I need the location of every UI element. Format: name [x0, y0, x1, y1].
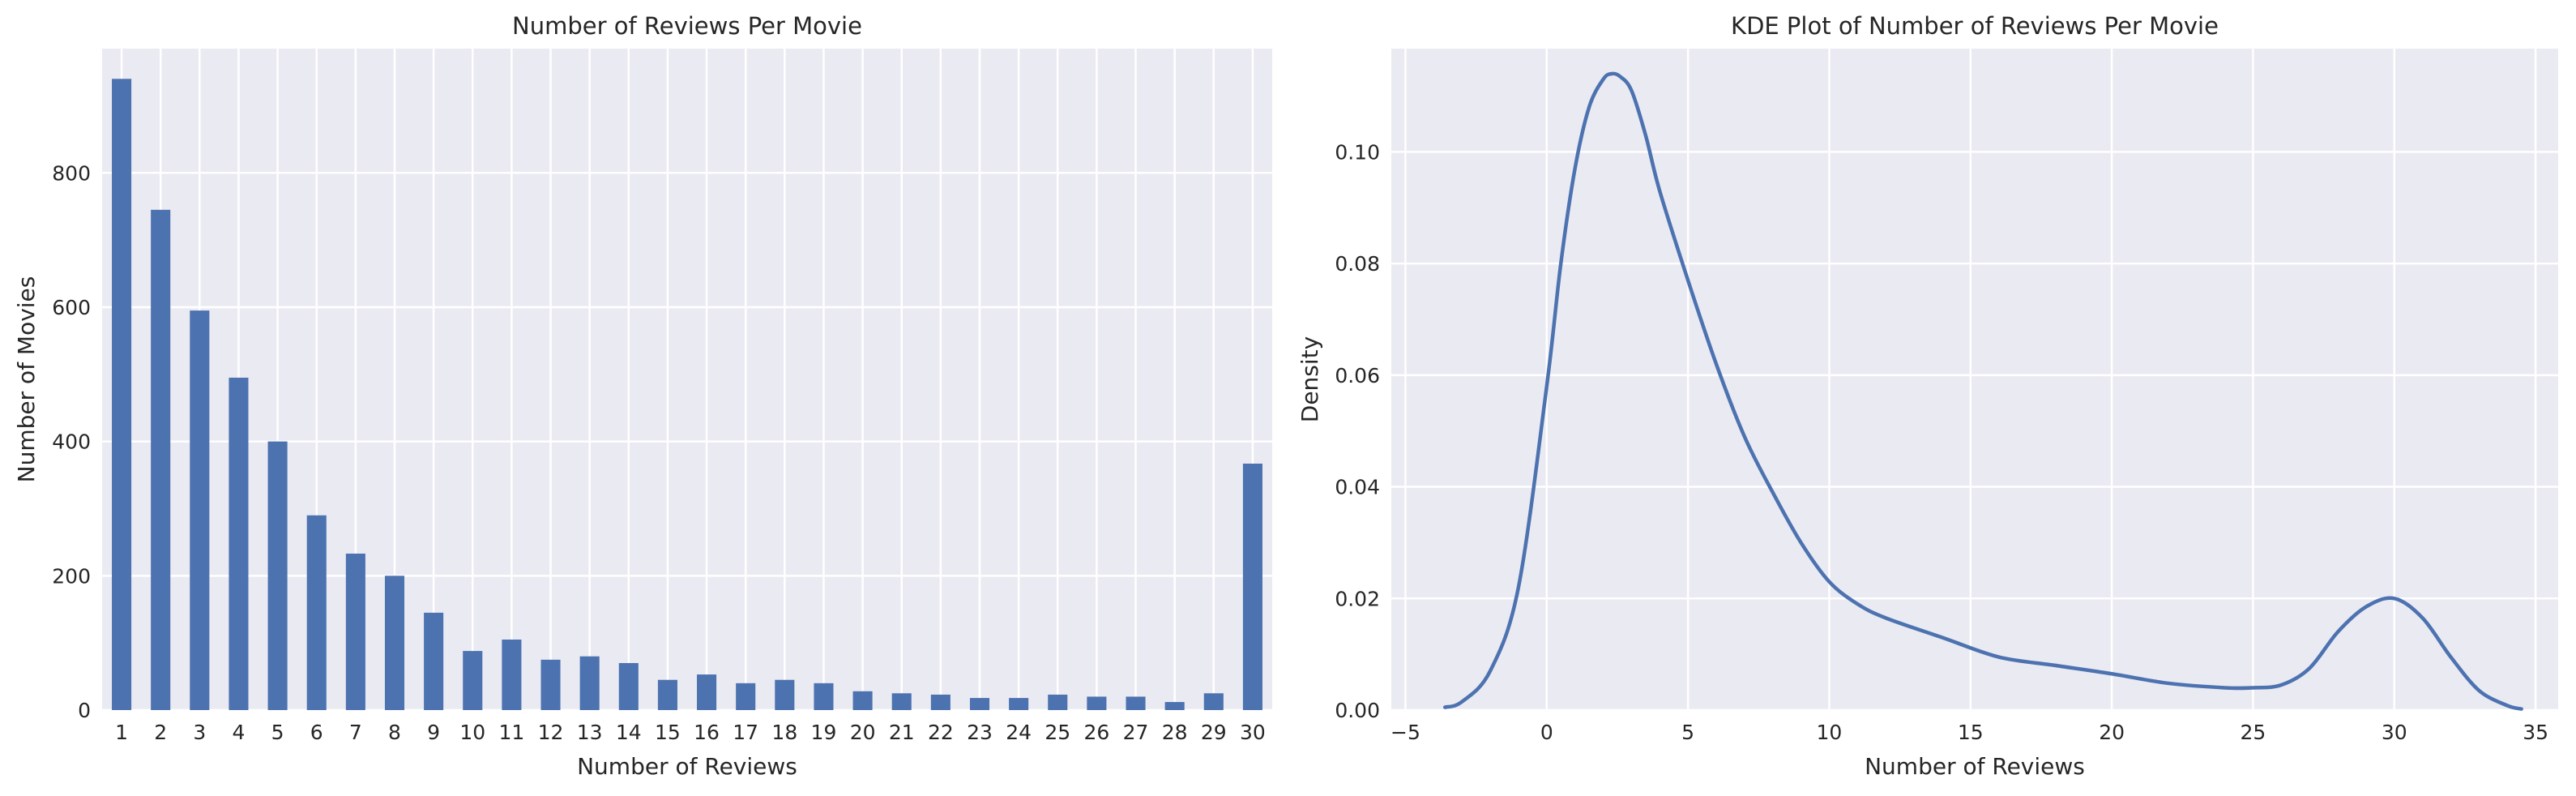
- kde-x-tick-label: 35: [2523, 721, 2548, 744]
- bar-17: [736, 683, 756, 710]
- bar-19: [814, 683, 834, 710]
- bar-series: [112, 79, 1262, 711]
- bar-x-axis-label: Number of Reviews: [577, 753, 797, 780]
- bar-x-tick-label: 11: [498, 721, 524, 744]
- bar-x-tick-label: 21: [889, 721, 915, 744]
- bar-16: [697, 674, 717, 710]
- bar-plot-area: [102, 49, 1272, 710]
- bar-y-tick-label: 600: [52, 296, 91, 319]
- bar-13: [579, 656, 600, 710]
- bar-y-tick-label: 200: [52, 564, 91, 588]
- bar-y-axis-label: Number of Movies: [13, 276, 40, 483]
- kde-grid: [1391, 49, 2558, 712]
- kde-y-tick-label: 0.00: [1335, 699, 1380, 722]
- bar-7: [345, 553, 365, 710]
- bar-8: [384, 576, 405, 710]
- bar-x-tick-label: 12: [538, 721, 564, 744]
- bar-27: [1126, 696, 1146, 710]
- kde-y-tick-label: 0.10: [1335, 140, 1380, 164]
- bar-x-tick-label: 17: [733, 721, 758, 744]
- kde-chart: KDE Plot of Number of Reviews Per Movie …: [1297, 12, 2558, 780]
- bar-x-ticks: 1 2 3 4 5 6 7 8 9 10 11 12 13 14 15 16 17 18 19 20 21 22 23 24 2…: [115, 721, 1266, 744]
- bar-5: [267, 441, 288, 710]
- kde-x-axis-label: Number of Reviews: [1865, 753, 2085, 780]
- bar-6: [306, 515, 327, 710]
- bar-x-tick-label: 4: [233, 721, 246, 744]
- bar-29: [1203, 693, 1224, 710]
- bar-x-tick-label: 6: [310, 721, 323, 744]
- bar-x-tick-label: 23: [967, 721, 993, 744]
- bar-x-tick-label: 18: [771, 721, 797, 744]
- bar-28: [1164, 702, 1185, 710]
- bar-14: [618, 663, 639, 710]
- bar-2: [151, 209, 171, 710]
- kde-y-tick-label: 0.06: [1335, 364, 1380, 387]
- kde-x-tick-label: 10: [1817, 721, 1843, 744]
- bar-x-tick-label: 1: [115, 721, 128, 744]
- bar-x-tick-label: 3: [193, 721, 206, 744]
- bar-11: [502, 640, 522, 710]
- bar-y-ticks: 0 200 400 600 800: [52, 161, 91, 722]
- bar-22: [930, 694, 951, 710]
- bar-30: [1242, 463, 1262, 710]
- bar-23: [969, 698, 990, 710]
- bar-21: [891, 693, 912, 710]
- kde-x-tick-label: 25: [2241, 721, 2266, 744]
- bar-x-tick-label: 28: [1162, 721, 1188, 744]
- kde-y-tick-label: 0.04: [1335, 476, 1380, 499]
- bar-26: [1087, 696, 1107, 710]
- bar-x-tick-label: 27: [1123, 721, 1149, 744]
- kde-y-tick-label: 0.08: [1335, 252, 1380, 276]
- kde-chart-title: KDE Plot of Number of Reviews Per Movie: [1731, 12, 2219, 40]
- bar-x-tick-label: 13: [577, 721, 603, 744]
- bar-x-tick-label: 20: [850, 721, 876, 744]
- bar-x-tick-label: 10: [459, 721, 485, 744]
- kde-y-axis-label: Density: [1297, 336, 1323, 422]
- bar-chart: Number of Reviews Per Movie 020040060080…: [13, 12, 1272, 780]
- bar-x-tick-label: 2: [154, 721, 167, 744]
- bar-y-tick-label: 400: [52, 430, 91, 454]
- bar-4: [229, 377, 249, 710]
- bar-chart-title: Number of Reviews Per Movie: [512, 12, 862, 40]
- bar-3: [190, 310, 210, 710]
- bar-18: [775, 679, 795, 710]
- bar-x-tick-label: 22: [928, 721, 954, 744]
- bar-x-tick-label: 25: [1044, 721, 1070, 744]
- bar-x-tick-label: 24: [1006, 721, 1032, 744]
- bar-10: [463, 651, 483, 710]
- kde-plot-area: [1391, 49, 2558, 710]
- bar-x-tick-label: 9: [427, 721, 440, 744]
- bar-y-tick-label: 0: [78, 699, 91, 722]
- kde-x-tick-label: 0: [1540, 721, 1553, 744]
- kde-x-ticks: −5 0 5 10 15 20 25 30 35: [1391, 721, 2548, 744]
- kde-x-tick-label: 5: [1681, 721, 1694, 744]
- kde-x-tick-label: 15: [1958, 721, 1984, 744]
- kde-y-ticks: 0.00 0.02 0.04 0.06 0.08 0.10: [1335, 140, 1380, 722]
- bar-x-tick-label: 15: [655, 721, 681, 744]
- kde-x-tick-label: −5: [1391, 721, 1420, 744]
- bar-25: [1048, 694, 1068, 710]
- bar-x-tick-label: 5: [271, 721, 284, 744]
- kde-y-tick-label: 0.02: [1335, 587, 1380, 610]
- bar-12: [540, 659, 561, 710]
- bar-x-tick-label: 14: [616, 721, 642, 744]
- bar-x-tick-label: 19: [811, 721, 837, 744]
- bar-x-tick-label: 7: [349, 721, 362, 744]
- bar-x-tick-label: 26: [1083, 721, 1109, 744]
- bar-y-tick-label: 800: [52, 161, 91, 185]
- kde-x-tick-label: 20: [2099, 721, 2125, 744]
- kde-density-line: [1443, 71, 2523, 711]
- bar-x-tick-label: 16: [694, 721, 720, 744]
- bar-24: [1009, 698, 1029, 710]
- bar-x-tick-label: 8: [388, 721, 401, 744]
- bar-9: [424, 612, 444, 710]
- bar-20: [852, 691, 873, 710]
- bar-x-tick-label: 30: [1240, 721, 1266, 744]
- bar-1: [112, 79, 132, 711]
- kde-x-tick-label: 30: [2382, 721, 2407, 744]
- bar-15: [657, 679, 677, 710]
- bar-x-tick-label: 29: [1201, 721, 1227, 744]
